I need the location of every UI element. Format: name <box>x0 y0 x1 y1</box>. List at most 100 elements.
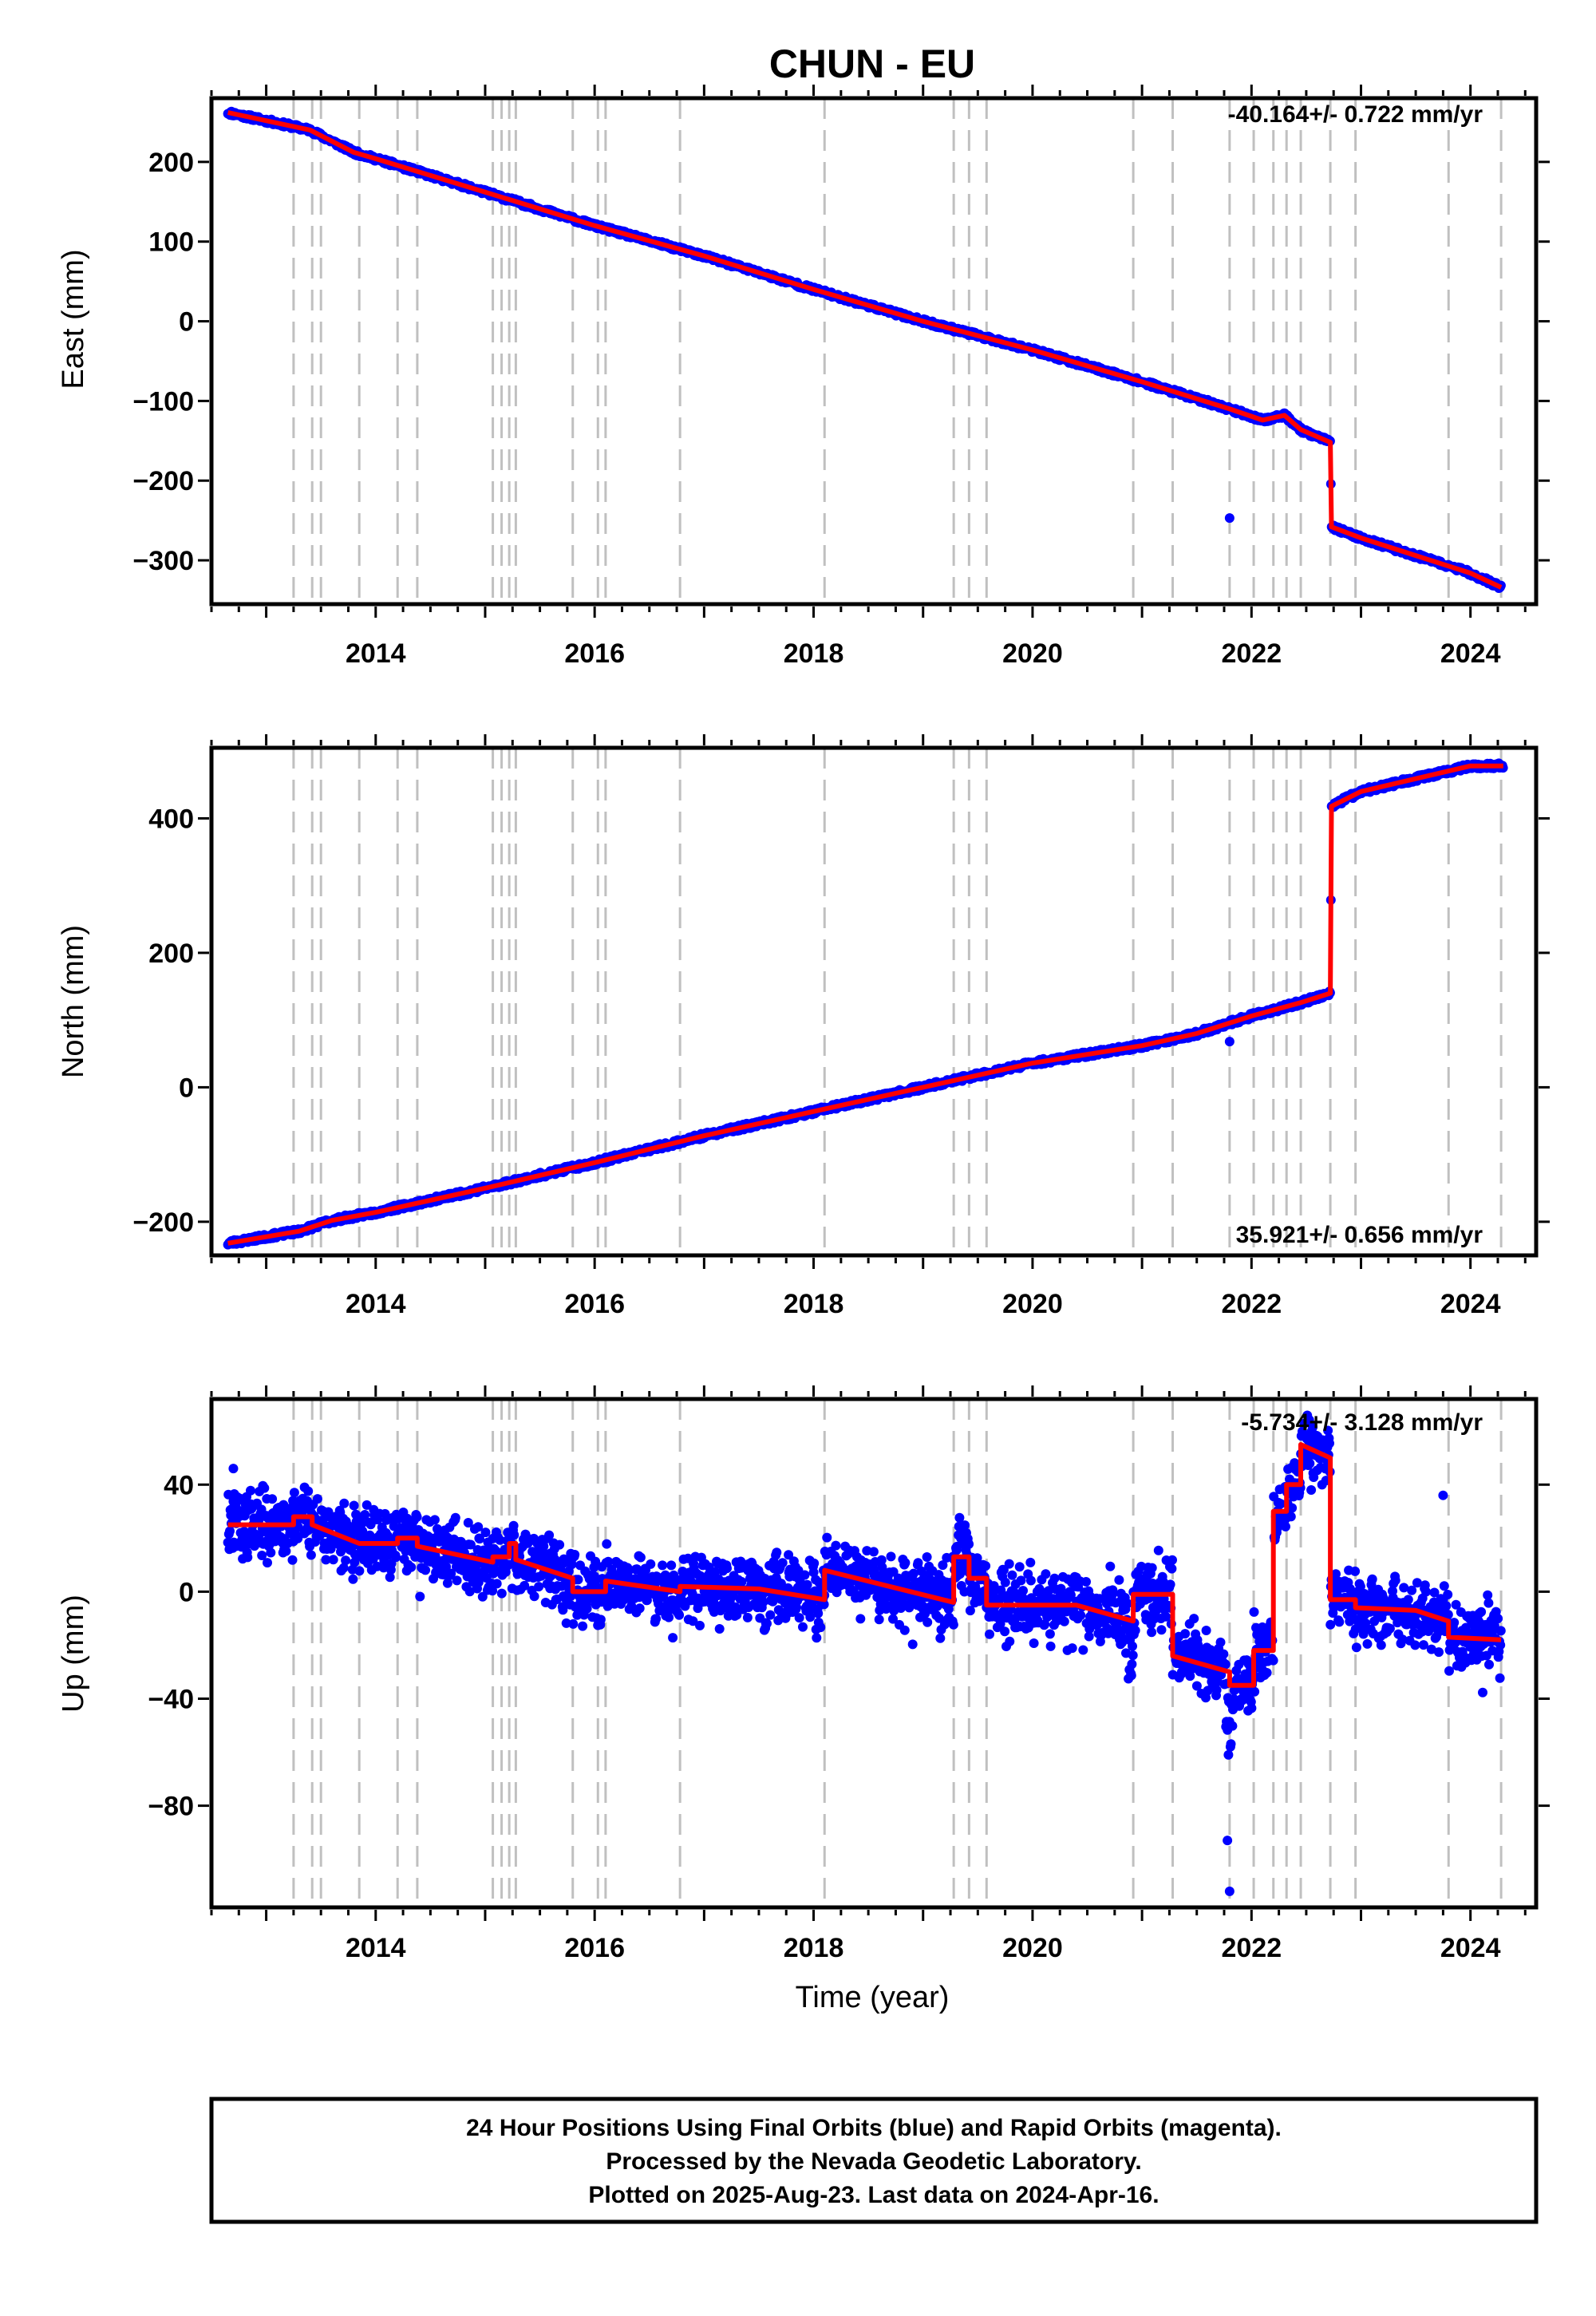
up-data-point <box>452 1575 462 1586</box>
up-data-point <box>450 1512 460 1523</box>
east-ylabel: East (mm) <box>57 249 90 389</box>
east-y-tick-label: −200 <box>132 466 194 496</box>
up-data-point <box>463 1518 473 1528</box>
up-data-point <box>378 1563 389 1573</box>
up-data-point <box>441 1562 452 1572</box>
up-data-point <box>383 1531 393 1541</box>
east-x-tick-label: 2016 <box>564 638 625 669</box>
up-data-point <box>287 1555 298 1565</box>
up-data-point <box>349 1500 359 1511</box>
up-data-point <box>338 1563 349 1573</box>
east-x-tick-label: 2022 <box>1221 638 1282 669</box>
up-data-point <box>508 1520 519 1531</box>
north-x-tick-label: 2022 <box>1221 1289 1282 1319</box>
up-data-point <box>446 1568 456 1579</box>
up-data-point <box>602 1539 612 1549</box>
north-ylabel: North (mm) <box>57 925 90 1078</box>
up-data-point <box>544 1530 555 1540</box>
up-data-point <box>406 1562 417 1572</box>
east-x-tick-label: 2024 <box>1440 638 1501 669</box>
up-data-point <box>360 1510 370 1520</box>
up-data-point <box>496 1588 507 1599</box>
east-x-tick-label: 2020 <box>1002 638 1063 669</box>
east-y-tick-label: −300 <box>132 546 194 576</box>
north-outlier-point <box>1224 1037 1235 1047</box>
up-data-point <box>603 1556 614 1567</box>
up-data-points <box>223 1410 1506 1896</box>
east-x-tick-label: 2018 <box>784 638 844 669</box>
up-data-point <box>519 1580 530 1591</box>
up-data-point <box>722 1563 732 1574</box>
up-data-point <box>475 1534 484 1544</box>
up-data-point <box>730 1602 741 1612</box>
up-data-point <box>568 1618 579 1629</box>
up-data-point <box>582 1603 592 1614</box>
up-data-point <box>534 1582 544 1592</box>
up-data-point <box>688 1616 698 1626</box>
up-data-point <box>589 1571 599 1581</box>
up-data-point <box>326 1543 336 1554</box>
up-data-point <box>591 1556 601 1567</box>
up-data-point <box>488 1586 498 1596</box>
up-data-point <box>321 1555 331 1565</box>
up-data-point <box>555 1539 565 1550</box>
up-data-point <box>509 1530 519 1540</box>
north-x-tick-label: 2020 <box>1002 1289 1063 1319</box>
up-data-point <box>421 1565 431 1575</box>
up-data-point <box>710 1567 721 1577</box>
up-data-point <box>259 1483 270 1493</box>
up-data-point <box>742 1612 753 1622</box>
up-data-point <box>473 1577 484 1587</box>
east-y-tick-label: −100 <box>132 386 194 417</box>
north-y-tick-label: 200 <box>148 939 194 969</box>
up-data-point <box>495 1535 505 1545</box>
up-data-point <box>442 1578 452 1588</box>
up-data-point <box>626 1601 637 1611</box>
north-rate-label: 35.921+/- 0.656 mm/yr <box>1236 1222 1483 1248</box>
east-rate-label: -40.164+/- 0.722 mm/yr <box>1228 101 1483 128</box>
up-data-point <box>664 1612 674 1622</box>
up-data-point <box>281 1546 291 1556</box>
north-y-tick-label: 400 <box>148 804 194 834</box>
up-data-point <box>578 1621 588 1631</box>
north-y-tick-label: −200 <box>132 1207 194 1238</box>
up-data-point <box>465 1539 476 1550</box>
up-data-point <box>415 1591 425 1602</box>
north-x-tick-label: 2024 <box>1440 1289 1501 1319</box>
up-data-point <box>289 1488 299 1498</box>
east-outlier-point <box>1224 513 1235 524</box>
up-data-point <box>646 1559 656 1569</box>
up-data-point <box>354 1566 365 1576</box>
up-data-point <box>225 1526 235 1536</box>
north-x-tick-label: 2018 <box>784 1289 844 1319</box>
up-data-point <box>267 1494 278 1504</box>
up-panel: Up (mm) 2014 2016 2018 2020 2022 2024400−40−8… <box>57 1385 1550 1963</box>
up-data-point <box>293 1533 303 1543</box>
east-panel: East (mm) 2014 2016 2018 2020 2022 2024200100… <box>57 85 1550 669</box>
up-data-point <box>539 1541 549 1551</box>
up-data-point <box>243 1552 253 1563</box>
north-panel: North (mm) 2014 2016 2018 2020 2022 202440020… <box>57 734 1550 1319</box>
up-data-point <box>573 1575 583 1585</box>
north-x-axis: 2014 2016 2018 2020 2022 2024 <box>210 734 1527 1319</box>
up-data-point <box>695 1620 705 1630</box>
up-data-point <box>668 1633 678 1643</box>
east-y-tick-label: 0 <box>179 307 194 338</box>
up-data-point <box>477 1591 488 1602</box>
up-data-point <box>674 1610 685 1620</box>
north-x-tick-label: 2016 <box>564 1289 625 1319</box>
up-data-point <box>339 1498 350 1508</box>
up-data-point <box>412 1512 422 1522</box>
up-data-point <box>328 1555 338 1565</box>
up-data-point <box>385 1572 395 1583</box>
up-data-point <box>263 1558 272 1568</box>
up-data-point <box>480 1528 491 1538</box>
east-x-tick-label: 2014 <box>346 638 406 669</box>
up-data-point <box>714 1624 725 1634</box>
up-data-point <box>558 1605 568 1615</box>
up-data-point <box>306 1550 316 1560</box>
east-y-tick-label: 200 <box>148 148 194 178</box>
